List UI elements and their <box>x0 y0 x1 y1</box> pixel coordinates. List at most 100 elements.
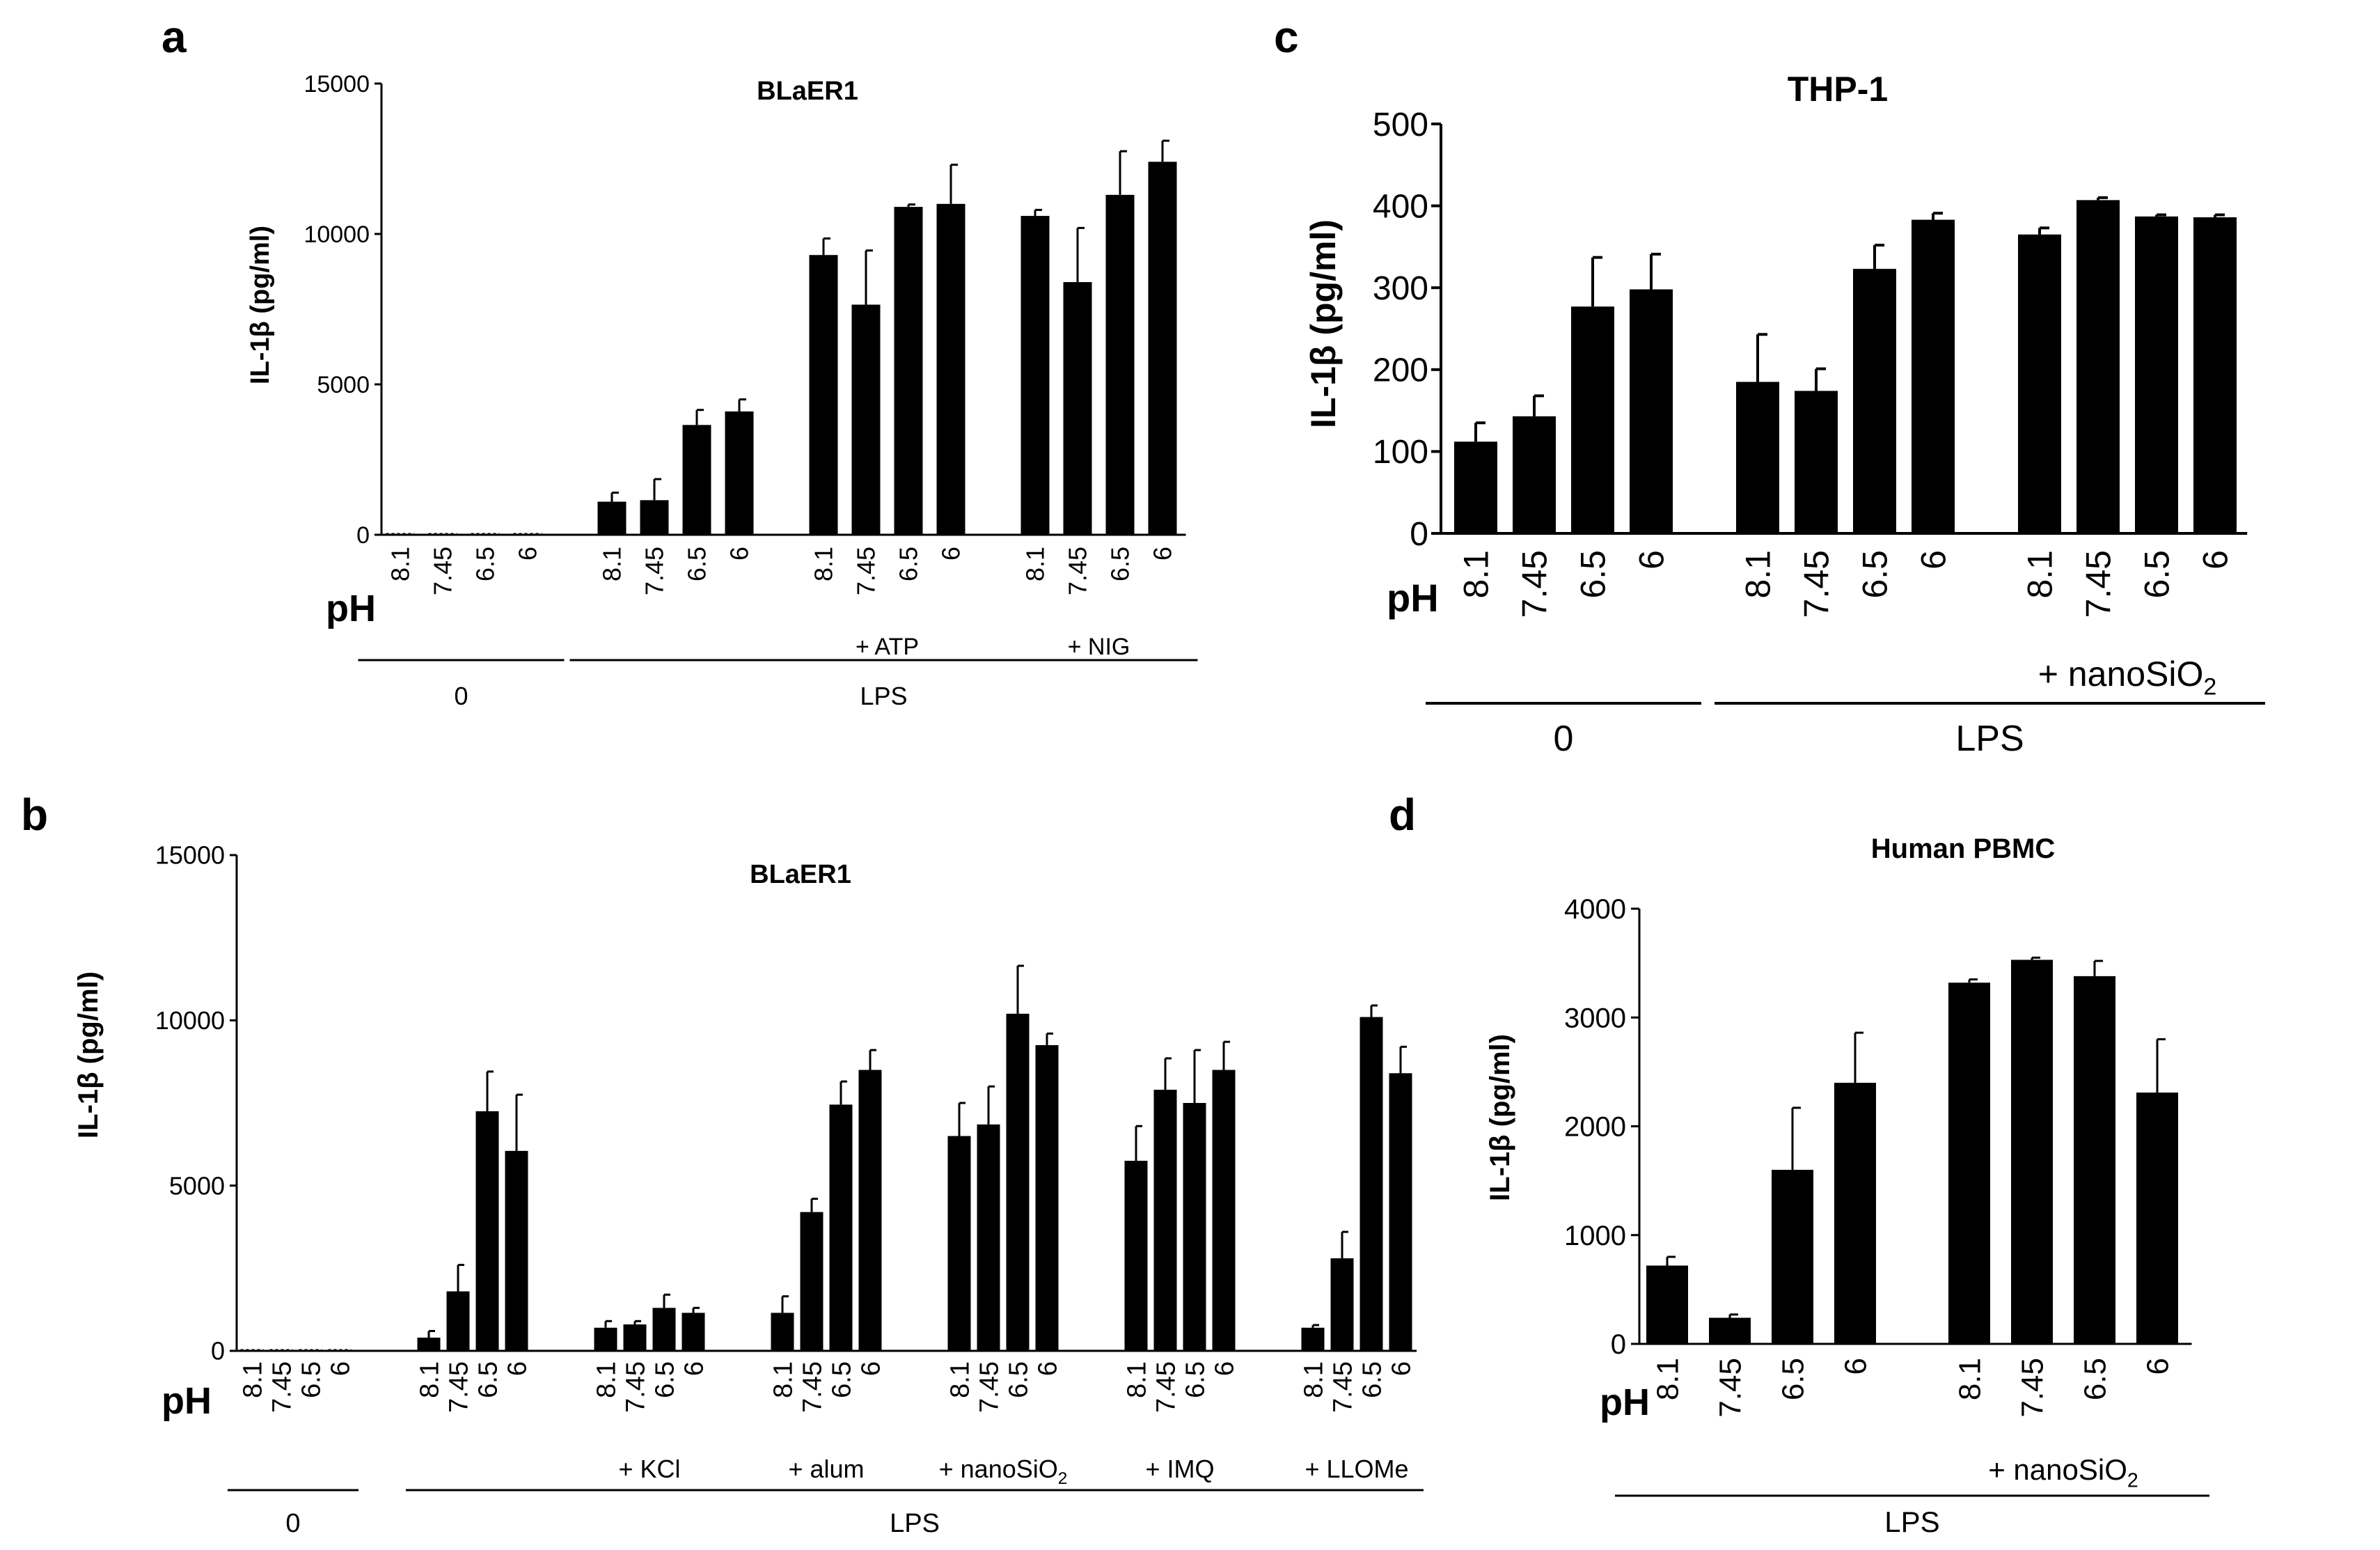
bar <box>2011 960 2053 1344</box>
bar <box>1736 382 1779 533</box>
bar <box>446 1291 470 1351</box>
ph-tick-label: 7.45 <box>621 1361 650 1413</box>
chart-title: BLaER1 <box>750 860 851 889</box>
panel-b: b BLaER1 IL-1β (pg/ml) pH 0 5000 10000 1500… <box>21 790 1424 1538</box>
ph-tick-label: 7.45 <box>444 1361 473 1413</box>
bar <box>597 501 626 535</box>
ph-tick-label: 6 <box>679 1361 709 1376</box>
ph-tick-label: 7.45 <box>852 547 881 595</box>
bar <box>2018 234 2061 533</box>
ph-tick-label: 7.45 <box>2015 1358 2049 1418</box>
ph-tick-label: 6.5 <box>2078 1358 2112 1400</box>
treatment-label: 0 <box>1554 719 1574 759</box>
bar <box>894 207 923 535</box>
group-label: + nanoSiO2 <box>939 1455 1068 1488</box>
bar <box>1301 1327 1325 1351</box>
y-tick-label: 300 <box>1373 270 1428 307</box>
ph-prefix: pH <box>1600 1381 1650 1423</box>
ph-tick-label: 6 <box>2141 1358 2175 1375</box>
bar <box>640 500 669 535</box>
bar <box>1389 1073 1412 1351</box>
ph-tick-label: 8.1 <box>598 547 626 581</box>
bar <box>1148 162 1177 535</box>
panel-label: d <box>1389 790 1416 840</box>
ph-tick-label: 8.1 <box>592 1361 621 1398</box>
y-tick-label: 0 <box>211 1337 225 1365</box>
bar <box>652 1308 676 1351</box>
bar <box>1630 289 1673 533</box>
bar <box>947 1136 971 1351</box>
ph-tick-label: 6 <box>725 547 754 561</box>
y-tick-label: 15000 <box>304 71 370 97</box>
bar <box>1454 441 1497 533</box>
bar <box>1330 1258 1354 1351</box>
panel-label: c <box>1274 12 1299 62</box>
treatment-label: LPS <box>1955 719 2024 759</box>
ph-tick-label: 6.5 <box>895 547 923 581</box>
bar <box>1020 216 1050 535</box>
ph-tick-label: 6 <box>326 1361 355 1376</box>
y-tick-label: 500 <box>1373 107 1428 143</box>
group-label: + ATP <box>856 634 919 660</box>
treatment-label: LPS <box>1884 1505 1939 1538</box>
bar <box>1153 1090 1177 1351</box>
ph-tick-label: 7.45 <box>267 1361 297 1413</box>
panel-a: a BLaER1 IL-1β (pg/ml) pH 0 5000 10000 1500… <box>161 12 1198 710</box>
ph-tick-label: 8.1 <box>1021 547 1050 581</box>
ph-tick-label: 6.5 <box>1106 547 1135 581</box>
ph-tick-label: 6 <box>514 547 542 561</box>
ph-tick-label: 6 <box>2196 550 2235 570</box>
y-tick-label: 0 <box>356 522 370 549</box>
bar <box>2135 216 2178 533</box>
bar <box>1035 1044 1059 1351</box>
ph-tick-label: 6.5 <box>650 1361 679 1398</box>
ph-tick-label: 7.45 <box>1713 1358 1747 1418</box>
y-tick-label: 400 <box>1373 188 1428 225</box>
y-tick-label: 4000 <box>1564 894 1626 925</box>
ph-tick-label: 8.1 <box>386 547 415 581</box>
bar <box>2074 976 2115 1344</box>
ph-tick-label: 8.1 <box>1650 1358 1685 1400</box>
bar <box>800 1212 823 1351</box>
ph-tick-label: 6.5 <box>683 547 711 581</box>
bar <box>809 255 838 535</box>
ph-tick-label: 7.45 <box>975 1361 1004 1413</box>
ph-tick-label: 6 <box>503 1361 532 1376</box>
y-tick-label: 3000 <box>1564 1003 1626 1033</box>
bar <box>623 1324 647 1351</box>
bar <box>1212 1070 1236 1351</box>
ph-tick-label: 6 <box>1838 1358 1873 1375</box>
bar <box>2076 200 2120 533</box>
panel-label: b <box>21 790 48 840</box>
group-label: + KCl <box>618 1455 680 1483</box>
ph-tick-label: 6.5 <box>1004 1361 1033 1398</box>
group-label: + LLOMe <box>1305 1455 1408 1483</box>
bar <box>682 425 711 535</box>
ph-tick-label: 6.5 <box>297 1361 326 1398</box>
y-tick-label: 1000 <box>1564 1221 1626 1251</box>
ph-tick-label: 6.5 <box>1574 550 1613 599</box>
bar <box>1795 391 1838 533</box>
ph-tick-label: 7.45 <box>2079 550 2118 618</box>
ph-tick-label: 6.5 <box>471 547 500 581</box>
ph-prefix: pH <box>326 588 376 629</box>
group-label: + NIG <box>1068 634 1130 660</box>
y-tick-label: 5000 <box>317 372 370 398</box>
ph-tick-label: 6.5 <box>473 1361 503 1398</box>
ph-tick-label: 7.45 <box>1328 1361 1357 1413</box>
bar <box>1912 219 1955 533</box>
bar <box>1360 1017 1383 1351</box>
bar <box>2193 217 2237 533</box>
group-label: + IMQ <box>1145 1455 1214 1483</box>
y-tick-label: 200 <box>1373 352 1428 389</box>
ph-tick-label: 8.1 <box>1299 1361 1328 1398</box>
bar <box>1709 1317 1751 1344</box>
plot-area: 0 100 200 300 400 500 8.1 7.45 6.5 6 8.1 7.45 6.5 6 8.… <box>1373 107 2265 759</box>
group-label: + alum <box>788 1455 864 1483</box>
ph-tick-label: 6 <box>1210 1361 1239 1376</box>
ph-tick-label: 6 <box>1914 550 1953 570</box>
ph-tick-label: 6.5 <box>2138 550 2177 599</box>
ph-tick-label: 7.45 <box>1151 1361 1181 1413</box>
ph-tick-label: 7.45 <box>1797 550 1836 618</box>
